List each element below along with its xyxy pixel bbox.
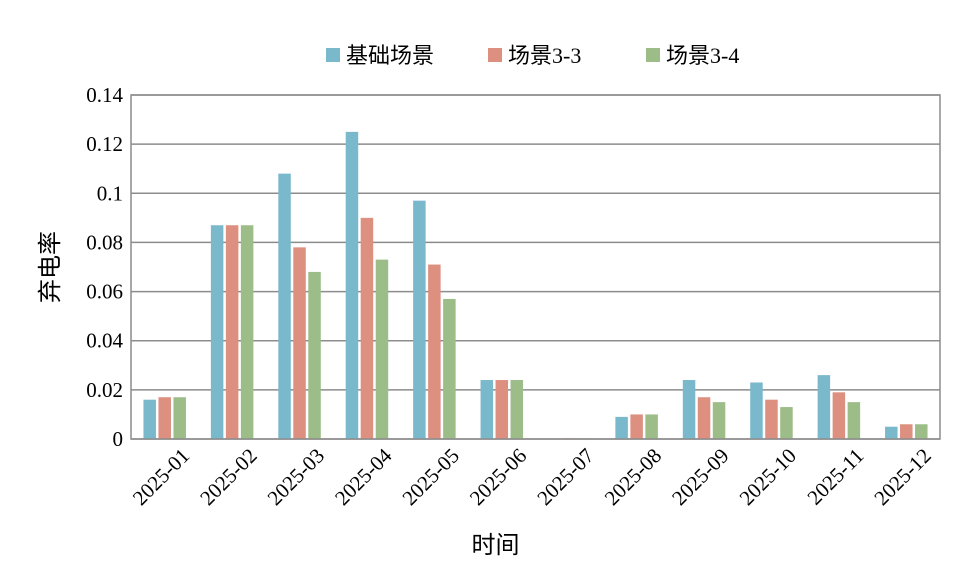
x-tick-label: 2025-09 (667, 444, 733, 510)
bar-2-2025-11 (832, 392, 846, 439)
bar-1-2025-06 (480, 380, 494, 439)
x-tick-label: 2025-08 (600, 444, 666, 510)
y-tick-label: 0.12 (86, 132, 123, 156)
x-tick-label: 2025-07 (532, 444, 598, 510)
bar-1-2025-03 (278, 173, 291, 439)
bar-2-2025-05 (428, 264, 441, 439)
x-tick-label: 2025-05 (397, 444, 463, 510)
bar-3-2025-12 (915, 424, 928, 439)
grid-lines (131, 94, 940, 440)
bar-1-2025-09 (682, 380, 696, 439)
bar-1-2025-12 (885, 426, 898, 439)
x-tick-label: 2025-06 (465, 444, 531, 510)
bar-3-2025-11 (847, 402, 861, 439)
bar-2-2025-06 (495, 380, 509, 439)
legend-swatch (488, 48, 502, 62)
y-tick-label: 0.02 (86, 378, 123, 402)
bar-2-2025-02 (225, 225, 239, 439)
bar-1-2025-02 (210, 225, 224, 439)
y-tick-label: 0 (113, 427, 124, 451)
legend-swatch (646, 48, 660, 62)
bar-1-2025-10 (750, 382, 763, 439)
bar-3-2025-06 (510, 380, 524, 439)
y-tick-label: 0.04 (86, 329, 123, 353)
y-tick-label: 0.1 (97, 181, 123, 205)
legend-label: 场景3-4 (666, 43, 739, 68)
bar-3-2025-02 (240, 225, 254, 439)
bar-3-2025-03 (308, 271, 321, 439)
bar-3-2025-01 (173, 397, 186, 439)
bar-3-2025-04 (375, 259, 389, 439)
x-tick-label: 2025-03 (263, 444, 329, 510)
bar-3-2025-05 (443, 298, 456, 439)
bar-2-2025-04 (360, 217, 374, 439)
bar-3-2025-10 (780, 407, 793, 439)
legend: 基础场景 场景3-3 场景3-4 (326, 43, 739, 68)
x-tick-label: 2025-01 (128, 444, 194, 510)
bar-1-2025-04 (345, 131, 359, 439)
x-tick-label: 2025-12 (869, 444, 935, 510)
bar-2-2025-09 (697, 397, 711, 439)
bar-1-2025-05 (413, 200, 426, 439)
x-tick-label: 2025-11 (802, 444, 868, 510)
bar-3-2025-09 (712, 402, 726, 439)
legend-label: 场景3-3 (508, 43, 581, 68)
y-tick-label: 0.08 (86, 230, 123, 254)
x-tick-label: 2025-02 (195, 444, 261, 510)
bars (143, 131, 928, 439)
bar-2-2025-01 (158, 397, 171, 439)
bar-1-2025-11 (817, 375, 831, 439)
x-axis-ticks: 2025-01 2025-02 2025-03 2025-04 2025-05 2025-… (128, 443, 936, 510)
bar-2-2025-10 (765, 399, 778, 439)
x-tick-label: 2025-10 (735, 444, 801, 510)
bar-2-2025-03 (293, 247, 306, 439)
bar-1-2025-01 (143, 399, 156, 439)
y-tick-label: 0.06 (86, 280, 123, 304)
legend-swatch (326, 48, 340, 62)
bar-1-2025-08 (615, 416, 628, 439)
legend-label: 基础场景 (346, 43, 434, 68)
x-tick-label: 2025-04 (330, 443, 397, 510)
y-axis-ticks: 0 0.02 0.04 0.06 0.08 0.1 0.12 0.14 (86, 83, 123, 451)
bar-3-2025-08 (645, 414, 658, 439)
plot-area-frame (130, 94, 941, 440)
y-tick-label: 0.14 (86, 83, 123, 107)
bar-2-2025-12 (900, 424, 913, 439)
bar-2-2025-08 (630, 414, 643, 439)
y-axis-title: 弃电率 (37, 231, 64, 303)
x-axis-title: 时间 (472, 532, 520, 559)
